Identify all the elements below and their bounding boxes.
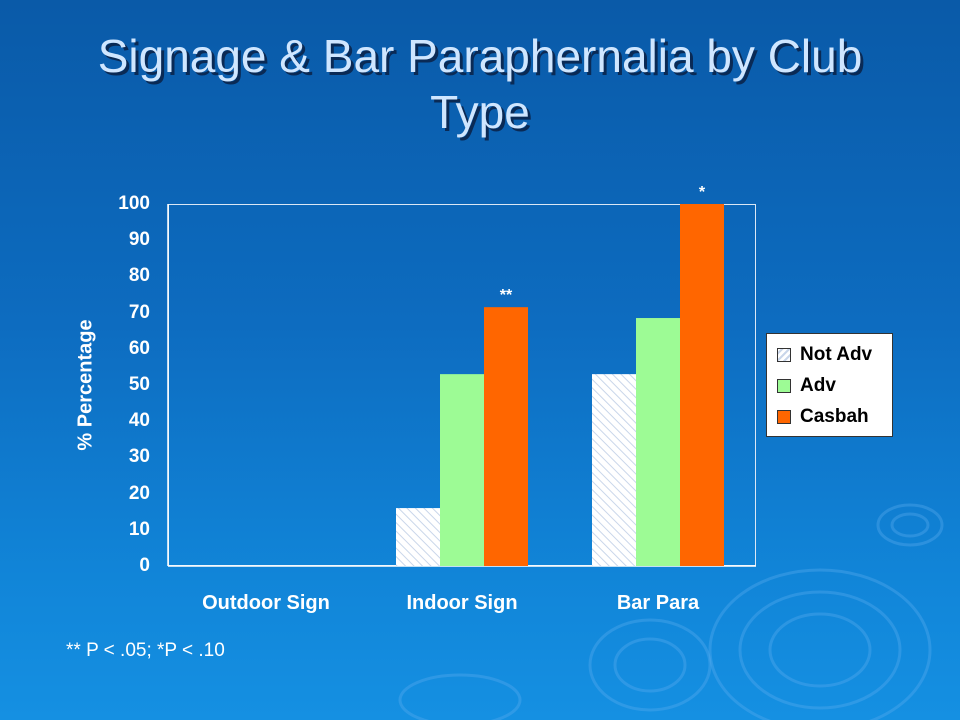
- y-tick-label: 70: [128, 301, 150, 323]
- legend-swatch-adv: [777, 379, 791, 393]
- slide-title: Signage & Bar Paraphernalia by Club Type: [97, 30, 863, 138]
- y-tick-label: 90: [128, 229, 150, 251]
- x-tick-label: Indoor Sign: [406, 592, 518, 614]
- y-tick-label: 50: [128, 374, 150, 395]
- significance-footnote: ** P < .05; *P < .10: [66, 640, 225, 661]
- y-tick-label: 0: [139, 555, 150, 576]
- x-tick-label: Outdoor Sign: [202, 592, 330, 614]
- y-tick-label: 10: [128, 518, 150, 540]
- significance-marker: **: [499, 287, 513, 305]
- legend-label-not-adv: Not Adv: [800, 344, 873, 365]
- x-tick-label: Bar Para: [616, 592, 700, 614]
- bar-not-adv-indoor-sign: [396, 508, 440, 566]
- y-tick-label: 30: [128, 446, 150, 468]
- y-tick-label: 80: [128, 265, 150, 287]
- chart-legend: Not Adv Adv Casbah: [766, 333, 893, 437]
- legend-swatch-not-adv: [777, 348, 791, 362]
- bar-not-adv-bar-para: [592, 374, 636, 566]
- legend-label-casbah: Casbah: [800, 406, 869, 427]
- bar-adv-indoor-sign: [440, 374, 484, 566]
- legend-swatch-casbah: [777, 410, 791, 424]
- y-tick-label: 60: [128, 337, 150, 359]
- y-tick-label: 40: [128, 410, 150, 432]
- bar-adv-bar-para: [636, 318, 680, 566]
- bar-casbah-indoor-sign: [484, 307, 528, 566]
- y-tick-label: 100: [118, 193, 150, 214]
- y-tick-label: 20: [128, 482, 150, 504]
- legend-label-adv: Adv: [800, 375, 836, 396]
- legend-item-casbah: Casbah: [777, 406, 869, 428]
- legend-item-adv: Adv: [777, 375, 836, 397]
- bar-casbah-bar-para: [680, 204, 724, 566]
- legend-item-not-adv: Not Adv: [777, 344, 872, 366]
- significance-marker: *: [698, 184, 706, 201]
